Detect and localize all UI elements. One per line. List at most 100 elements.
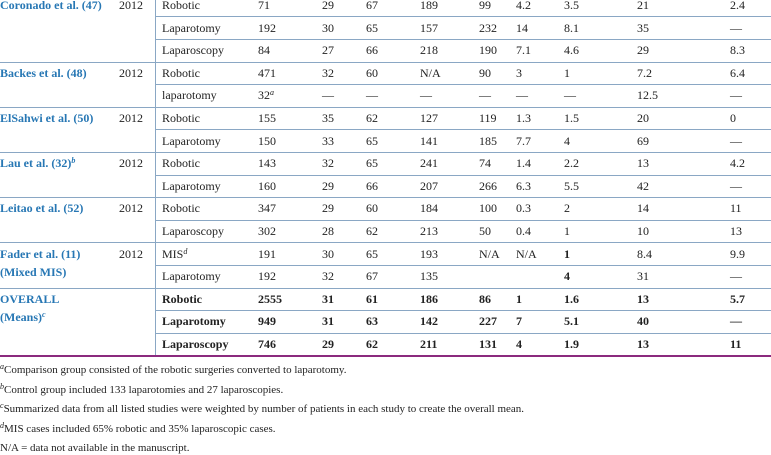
cell-value: 213: [420, 224, 438, 238]
cell-value: 99: [479, 0, 491, 12]
cell-value: 211: [420, 337, 438, 351]
year: 2012: [119, 111, 143, 125]
cell-value: 100: [479, 201, 497, 216]
footnote-mark: a: [0, 362, 4, 371]
cell-value: 347: [258, 201, 276, 216]
cell-value: 1: [564, 224, 570, 238]
cell-value: 266: [479, 178, 497, 193]
cell-value: 143: [258, 156, 276, 171]
cell-value: 14: [637, 201, 649, 216]
footnote: aComparison group consisted of the robot…: [0, 363, 346, 377]
cell-value: 71: [258, 0, 270, 12]
superscript: c: [42, 309, 46, 319]
cell-value: 66: [366, 178, 378, 193]
cell-value: 60: [366, 65, 378, 80]
footnote-text: MIS cases included 65% robotic and 35% l…: [4, 422, 276, 435]
cell-value: —: [479, 88, 491, 103]
approach: Laparotomy: [162, 20, 221, 35]
cell-value: —: [730, 88, 742, 103]
cell-value: 160: [258, 178, 276, 193]
cell-value: 33: [322, 133, 334, 148]
cell-value: 31: [637, 269, 649, 284]
cell-value: 0: [730, 111, 736, 125]
cell-value: N/A: [420, 65, 441, 80]
cell-value: 84: [258, 43, 270, 58]
cell-value: 0.3: [516, 201, 531, 216]
cell-value: 65: [366, 246, 378, 261]
cell-value: —: [730, 314, 742, 329]
cell-value: 193: [420, 246, 438, 261]
cell-value: 141: [420, 133, 438, 148]
year: 2012: [119, 156, 143, 171]
study-name: (Mixed MIS): [0, 264, 67, 279]
cell-value: 6.3: [516, 178, 531, 193]
cell-value: —: [366, 88, 378, 103]
cell-value: 302: [258, 224, 276, 238]
study-name: (Means)c: [0, 310, 46, 324]
cell-value: 62: [366, 224, 378, 238]
cell-value: 0.4: [516, 224, 531, 238]
cell-value: 8.3: [730, 43, 745, 58]
cell-value: 185: [479, 133, 497, 148]
cell-value: —: [730, 133, 742, 148]
cell-value: —: [420, 88, 432, 103]
cell-value: 29: [322, 337, 334, 351]
rule-line: [155, 175, 771, 176]
cell-value: 32: [322, 269, 334, 284]
footnote-mark: d: [0, 420, 4, 430]
cell-value: 28: [322, 224, 334, 238]
cell-value: N/A: [516, 246, 537, 261]
approach: Robotic: [162, 201, 200, 216]
cell-value: 4.2: [730, 156, 745, 171]
rule-line: [155, 220, 771, 221]
rule-line: [0, 62, 771, 63]
cell-value: 189: [420, 0, 438, 12]
approach: Laparotomy: [162, 178, 221, 193]
cell-value: 11: [730, 201, 742, 216]
cell-value: 35: [322, 111, 334, 125]
cell-value: 1: [564, 65, 570, 80]
cell-value: —: [730, 269, 742, 284]
approach-text: MIS: [162, 246, 184, 261]
cell-value: 127: [420, 111, 438, 125]
rule-line: [0, 355, 771, 357]
cell-value: 1.4: [516, 156, 531, 171]
footnote: cSummarized data from all listed studies…: [0, 402, 524, 416]
cell-value: 3.5: [564, 0, 579, 12]
rule-line: [155, 265, 771, 266]
cell-value: 155: [258, 111, 276, 125]
cell-value: 32: [322, 65, 334, 80]
cell-value: 1.5: [564, 111, 579, 125]
cell-value: 74: [479, 156, 491, 171]
rule-line: [0, 107, 771, 108]
cell-value: 31: [322, 314, 334, 329]
footnote: bControl group included 133 laparotomies…: [0, 382, 283, 397]
cell-value: 27: [322, 43, 334, 58]
footnote: N/A = data not available in the manuscri…: [0, 441, 190, 455]
cell-value: 186: [420, 291, 438, 306]
cell-value: 192: [258, 20, 276, 35]
cell-value: 13: [637, 156, 649, 171]
cell-value: 227: [479, 314, 497, 329]
cell-value: 2555: [258, 291, 282, 306]
cell-value: 66: [366, 43, 378, 58]
cell-value: —: [516, 88, 528, 103]
approach: Laparoscopy: [162, 224, 224, 238]
cell-value: 29: [322, 201, 334, 216]
column-divider: [155, 0, 156, 355]
cell-value: 7.7: [516, 133, 531, 148]
cell-value: 21: [637, 0, 649, 12]
cell-value: 192: [258, 269, 276, 284]
cell-value: 11: [730, 337, 742, 351]
approach: Robotic: [162, 291, 202, 306]
cell-value: 32a: [258, 88, 274, 102]
rule-line: [0, 197, 771, 198]
cell-value: 3: [516, 65, 522, 80]
year: 2012: [119, 65, 143, 80]
cell-value: 746: [258, 337, 276, 351]
cell-value: —: [322, 88, 334, 103]
year: 2012: [119, 0, 143, 12]
rule-line: [0, 242, 771, 243]
cell-value: 50: [479, 224, 491, 238]
